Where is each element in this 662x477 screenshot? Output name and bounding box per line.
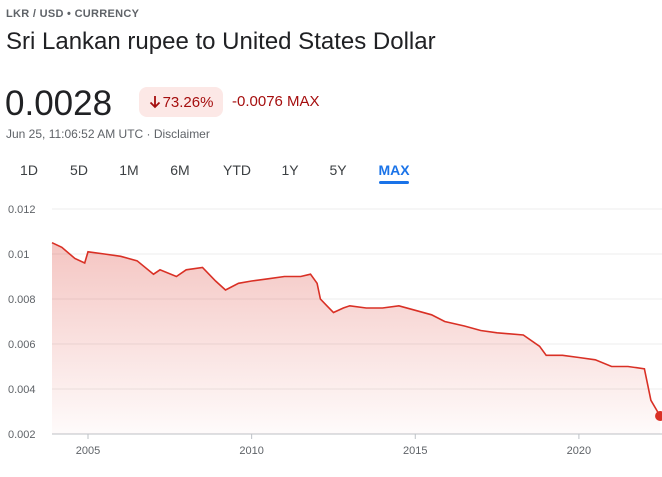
price: 0.0028 <box>5 84 113 123</box>
price-line <box>51 241 661 417</box>
page-title: Sri Lankan rupee to United States Dollar <box>6 28 436 55</box>
change-badge: 73.26% <box>139 87 223 117</box>
tab[interactable]: 1D <box>20 162 38 178</box>
x-tick-label: 2005 <box>76 445 100 457</box>
down-arrow <box>149 96 160 109</box>
y-tick-label: 0.008 <box>8 294 36 306</box>
y-tick-label: 0.002 <box>8 429 36 441</box>
chart: 0.002 0.004 0.006 0.008 0.01 0.012 2005 2010 201… <box>8 204 662 457</box>
y-tick-label: 0.01 <box>8 249 29 261</box>
tab-underline <box>379 181 409 184</box>
x-tick-label: 2010 <box>239 445 263 457</box>
x-tick-label: 2020 <box>567 445 591 457</box>
tab[interactable]: 1Y <box>281 162 299 178</box>
tab[interactable]: MAX <box>378 162 410 178</box>
tab[interactable]: YTD <box>223 162 251 178</box>
tab[interactable]: 6M <box>170 162 190 178</box>
tab[interactable]: 5Y <box>329 162 347 178</box>
y-tick-label: 0.012 <box>8 204 36 216</box>
y-tick-label: 0.006 <box>8 339 36 351</box>
change-percent: 73.26% <box>162 93 214 111</box>
tab[interactable]: 1M <box>119 162 139 178</box>
timestamp: Jun 25, 11:06:52 AM UTC · Disclaimer <box>6 127 210 141</box>
tab[interactable]: 5D <box>70 162 88 178</box>
change: -0.0076 MAX <box>232 93 320 110</box>
y-tick-label: 0.004 <box>8 384 36 396</box>
x-tick-label: 2015 <box>403 445 427 457</box>
last-point <box>655 411 662 421</box>
breadcrumb: LKR / USD • CURRENCY <box>6 8 140 20</box>
area <box>52 242 661 434</box>
